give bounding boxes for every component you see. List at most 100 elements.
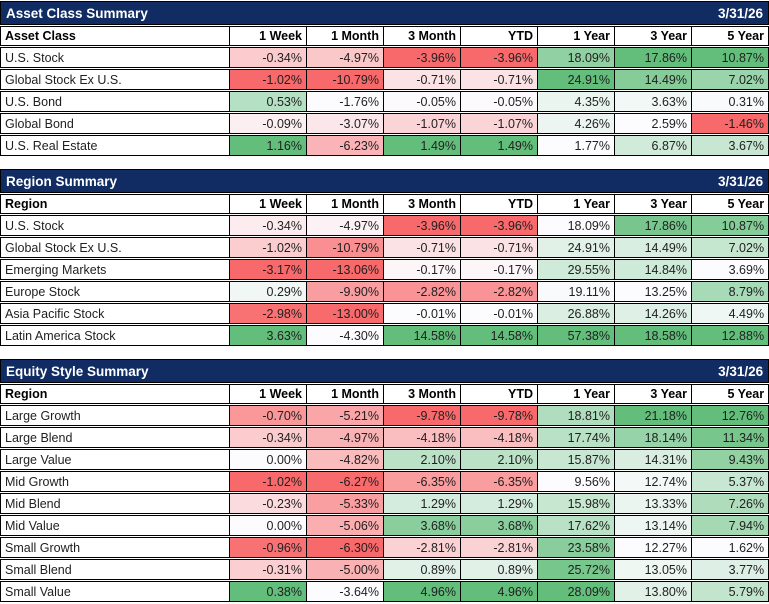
return-value-cell: -9.78% (461, 405, 538, 426)
return-value-cell: 13.80% (615, 581, 692, 602)
row-label: Small Growth (0, 537, 230, 558)
row-label: Emerging Markets (0, 259, 230, 280)
table-row: Large Value 0.00% -4.82% 2.10% 2.10% 15.87% 14… (0, 449, 769, 470)
return-value-cell: -0.71% (384, 237, 461, 258)
return-value-cell: 7.02% (692, 237, 769, 258)
return-value-cell: -9.90% (307, 281, 384, 302)
return-value-cell: 3.67% (692, 135, 769, 156)
return-value-cell: -1.02% (230, 237, 307, 258)
summary-table: Asset Class Summary 3/31/26 Asset Class … (0, 0, 769, 157)
return-value-cell: 17.86% (615, 215, 692, 236)
return-value-cell: 25.72% (538, 559, 615, 580)
row-label: Mid Blend (0, 493, 230, 514)
return-value-cell: -0.34% (230, 47, 307, 68)
summary-table: Equity Style Summary 3/31/26 Region 1 We… (0, 358, 769, 603)
return-value-cell: -4.97% (307, 47, 384, 68)
table-row: Small Growth -0.96% -6.30% -2.81% -2.81% 23.5… (0, 537, 769, 558)
return-value-cell: 15.98% (538, 493, 615, 514)
return-value-cell: -0.71% (461, 237, 538, 258)
return-value-cell: -0.05% (461, 91, 538, 112)
return-value-cell: -0.70% (230, 405, 307, 426)
table-row: U.S. Stock -0.34% -4.97% -3.96% -3.96% 18.09%… (0, 47, 769, 68)
title-bar: Equity Style Summary 3/31/26 (0, 359, 769, 383)
period-column-header: 1 Month (307, 384, 384, 404)
row-label: Global Stock Ex U.S. (0, 69, 230, 90)
period-column-header: 3 Month (384, 384, 461, 404)
return-value-cell: 4.96% (461, 581, 538, 602)
row-label: U.S. Stock (0, 215, 230, 236)
row-label: Europe Stock (0, 281, 230, 302)
return-value-cell: -0.34% (230, 427, 307, 448)
return-value-cell: -9.78% (384, 405, 461, 426)
table-row: Global Stock Ex U.S. -1.02% -10.79% -0.71% -… (0, 69, 769, 90)
return-value-cell: 12.74% (615, 471, 692, 492)
return-value-cell: -6.35% (384, 471, 461, 492)
table-title: Equity Style Summary (6, 363, 149, 379)
return-value-cell: -6.23% (307, 135, 384, 156)
return-value-cell: -4.82% (307, 449, 384, 470)
return-value-cell: -4.18% (384, 427, 461, 448)
row-label: Asia Pacific Stock (0, 303, 230, 324)
return-value-cell: 3.77% (692, 559, 769, 580)
return-value-cell: 10.87% (692, 215, 769, 236)
return-value-cell: 3.68% (384, 515, 461, 536)
return-value-cell: -2.81% (384, 537, 461, 558)
table-row: Asia Pacific Stock -2.98% -13.00% -0.01% -0.… (0, 303, 769, 324)
return-value-cell: 6.87% (615, 135, 692, 156)
return-value-cell: -0.17% (461, 259, 538, 280)
period-column-header: 5 Year (692, 194, 769, 214)
return-value-cell: 24.91% (538, 69, 615, 90)
return-value-cell: -1.07% (461, 113, 538, 134)
return-value-cell: -0.96% (230, 537, 307, 558)
return-value-cell: -4.18% (461, 427, 538, 448)
table-row: Latin America Stock 3.63% -4.30% 14.58% 14.5… (0, 325, 769, 346)
return-value-cell: 29.55% (538, 259, 615, 280)
return-value-cell: -1.76% (307, 91, 384, 112)
row-label: Large Blend (0, 427, 230, 448)
return-value-cell: -3.96% (384, 215, 461, 236)
return-value-cell: -5.00% (307, 559, 384, 580)
return-value-cell: -0.23% (230, 493, 307, 514)
return-value-cell: -0.05% (384, 91, 461, 112)
return-value-cell: 23.58% (538, 537, 615, 558)
table-row: Emerging Markets -3.17% -13.06% -0.17% -0.17… (0, 259, 769, 280)
return-value-cell: 11.34% (692, 427, 769, 448)
period-column-header: 1 Month (307, 26, 384, 46)
return-value-cell: 1.29% (461, 493, 538, 514)
return-value-cell: 9.43% (692, 449, 769, 470)
return-value-cell: -13.00% (307, 303, 384, 324)
return-value-cell: -0.71% (384, 69, 461, 90)
return-value-cell: 3.69% (692, 259, 769, 280)
table-date: 3/31/26 (717, 5, 763, 21)
period-column-header: 5 Year (692, 26, 769, 46)
table-title: Asset Class Summary (6, 5, 148, 21)
return-value-cell: 13.14% (615, 515, 692, 536)
row-label: Small Value (0, 581, 230, 602)
title-bar: Region Summary 3/31/26 (0, 169, 769, 193)
return-value-cell: -0.31% (230, 559, 307, 580)
return-value-cell: 5.79% (692, 581, 769, 602)
return-value-cell: 0.89% (461, 559, 538, 580)
return-value-cell: 1.29% (384, 493, 461, 514)
row-label: Small Blend (0, 559, 230, 580)
return-value-cell: 17.86% (615, 47, 692, 68)
table-row: Large Growth -0.70% -5.21% -9.78% -9.78% 18.8… (0, 405, 769, 426)
table-row: Small Value 0.38% -3.64% 4.96% 4.96% 28.09% 13… (0, 581, 769, 602)
return-value-cell: -13.06% (307, 259, 384, 280)
column-header-row: Region 1 Week 1 Month 3 Month YTD 1 Year 3 Ye… (0, 194, 769, 214)
column-header-row: Asset Class 1 Week 1 Month 3 Month YTD 1 Yea… (0, 26, 769, 46)
period-column-header: 5 Year (692, 384, 769, 404)
row-header-label: Region (0, 384, 230, 404)
return-value-cell: -5.33% (307, 493, 384, 514)
return-value-cell: 57.38% (538, 325, 615, 346)
period-column-header: 1 Month (307, 194, 384, 214)
return-value-cell: 3.63% (230, 325, 307, 346)
return-value-cell: 7.94% (692, 515, 769, 536)
return-value-cell: 12.88% (692, 325, 769, 346)
return-value-cell: 26.88% (538, 303, 615, 324)
period-column-header: 3 Month (384, 26, 461, 46)
return-value-cell: 4.96% (384, 581, 461, 602)
title-row: Asset Class Summary 3/31/26 (0, 1, 769, 25)
return-value-cell: -3.96% (384, 47, 461, 68)
table-row: U.S. Stock -0.34% -4.97% -3.96% -3.96% 18.09%… (0, 215, 769, 236)
